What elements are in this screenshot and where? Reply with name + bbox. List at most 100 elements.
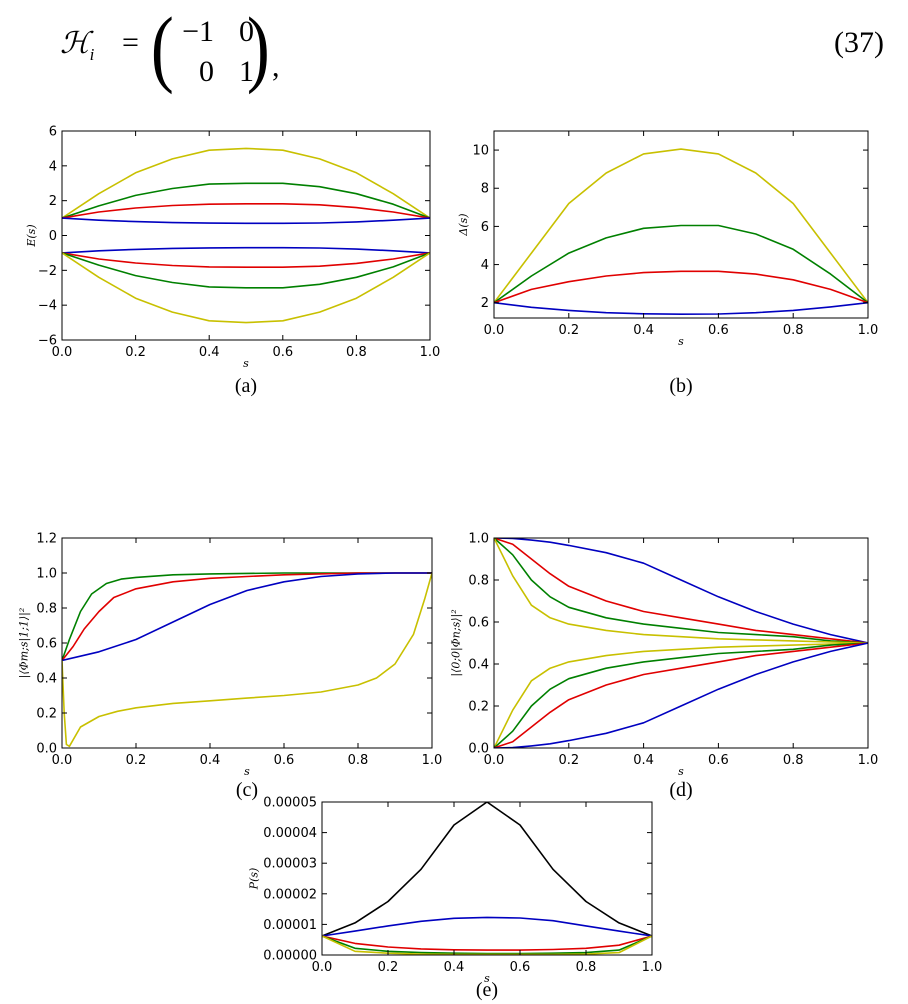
x-tick-label: 0.6 [708, 323, 729, 338]
series-line [494, 148, 868, 304]
hamiltonian-symbol: ℋ [60, 27, 90, 60]
matrix-row: −1 0 [174, 12, 254, 52]
matrix-cell: −1 [182, 15, 214, 48]
series-line [62, 572, 432, 748]
x-tick-label: 0.4 [633, 323, 654, 338]
series-line [494, 642, 868, 748]
y-tick-label: 10 [472, 144, 489, 159]
series-line [494, 224, 868, 304]
y-tick-label: 0.6 [36, 637, 57, 652]
x-tick-label: 0.2 [126, 753, 147, 768]
x-axis-label: s [678, 765, 684, 778]
chart-panel-a: 0.0 0.2 0.4 0.6 0.8 1.0 −6 −4 −2 0 2 4 6 s E(s) (a) [25, 125, 440, 398]
y-tick-label: 0.4 [468, 658, 489, 673]
x-tick-label: 0.8 [348, 753, 369, 768]
y-tick-label: 6 [481, 220, 489, 235]
x-tick-label: 0.8 [783, 323, 804, 338]
series-line [62, 147, 430, 219]
y-tick-label: 0.00004 [263, 826, 317, 841]
y-tick-label: 2 [49, 194, 57, 209]
x-axis-label: s [243, 357, 249, 370]
series-group [62, 572, 432, 748]
series-group [322, 802, 652, 955]
plot-frame [493, 130, 869, 319]
series-line [322, 802, 652, 937]
x-tick-label: 0.0 [52, 753, 73, 768]
x-tick-label: 1.0 [858, 323, 879, 338]
series-line [62, 572, 432, 661]
x-tick-label: 0.8 [783, 753, 804, 768]
equation-lhs: ℋi [60, 26, 94, 65]
x-tick-label: 0.8 [576, 960, 597, 975]
matrix-cell: 1 [239, 55, 254, 88]
x-tick-label: 0.0 [484, 323, 505, 338]
x-tick-label: 0.4 [444, 960, 465, 975]
series-group [494, 148, 868, 316]
series-group [62, 147, 430, 324]
equals-sign: = [122, 26, 139, 59]
y-tick-label: 0.00001 [263, 918, 317, 933]
x-tick-label: 0.0 [484, 753, 505, 768]
y-tick-label: 0.0 [468, 742, 489, 757]
y-tick-label: 0.6 [468, 616, 489, 631]
x-tick-label: 0.6 [274, 753, 295, 768]
y-tick-label: 0.2 [36, 707, 57, 722]
y-tick-label: 0.00002 [263, 887, 317, 902]
y-tick-label: 4 [481, 258, 489, 273]
series-line [62, 252, 430, 324]
x-tick-label: 0.8 [346, 345, 367, 360]
y-axis-label: |⟨Φm;s|1;1⟩|² [18, 608, 32, 679]
series-line [494, 538, 868, 644]
y-tick-label: 0.00000 [263, 949, 317, 964]
y-tick-label: 2 [481, 296, 489, 311]
y-tick-label: 0.00005 [263, 796, 317, 811]
matrix-cell: 0 [239, 15, 254, 48]
x-axis-label: s [484, 972, 490, 985]
equation-comma: , [272, 50, 280, 83]
panel-caption: (e) [476, 979, 498, 1001]
series-line [322, 935, 652, 951]
x-tick-label: 0.6 [510, 960, 531, 975]
panel-caption: (c) [236, 779, 258, 801]
y-tick-label: 0.8 [36, 602, 57, 617]
x-tick-label: 0.2 [558, 753, 579, 768]
series-line [494, 642, 868, 748]
matrix: −1 0 0 1 [174, 12, 254, 92]
x-tick-label: 1.0 [858, 753, 879, 768]
y-tick-label: 0.0 [36, 742, 57, 757]
series-line [62, 572, 432, 662]
series-line [322, 935, 652, 955]
x-tick-label: 1.0 [422, 753, 443, 768]
chart-panel-c: 0.0 0.2 0.4 0.6 0.8 1.0 0.0 0.2 0.4 0.6 0.8 1.0 1.2 s… [18, 532, 443, 802]
x-tick-label: 0.6 [272, 345, 293, 360]
series-line [494, 270, 868, 304]
matrix-row: 0 1 [174, 52, 254, 92]
x-tick-label: 1.0 [420, 345, 441, 360]
y-tick-label: −4 [38, 299, 57, 314]
y-tick-label: 0.4 [36, 672, 57, 687]
x-tick-label: 0.2 [125, 345, 146, 360]
x-tick-label: 0.2 [378, 960, 399, 975]
series-line [62, 572, 432, 661]
y-tick-label: 0.2 [468, 700, 489, 715]
series-line [322, 916, 652, 937]
series-line [322, 935, 652, 955]
x-tick-label: 0.4 [199, 345, 220, 360]
y-tick-label: −2 [38, 264, 57, 279]
plot-frame [493, 537, 869, 749]
plot-frame [321, 801, 653, 956]
y-tick-label: 6 [49, 125, 57, 140]
x-tick-label: 0.0 [52, 345, 73, 360]
y-tick-label: 1.2 [36, 532, 57, 547]
series-line [62, 252, 430, 289]
x-tick-label: 0.6 [708, 753, 729, 768]
chart-panel-e: 0.0 0.2 0.4 0.6 0.8 1.0 0.00000 0.00001 0.00002 0… [248, 796, 663, 1002]
y-axis-label: |⟨0;0|Φn;s⟩|² [450, 609, 464, 676]
panel-caption: (b) [669, 375, 692, 397]
y-tick-label: 1.0 [36, 567, 57, 582]
y-axis-label: Δ(s) [457, 213, 470, 236]
series-line [62, 203, 430, 219]
series-line [494, 642, 868, 748]
equation-37: ℋi = ( −1 0 0 1 ) , (37) [0, 0, 908, 100]
